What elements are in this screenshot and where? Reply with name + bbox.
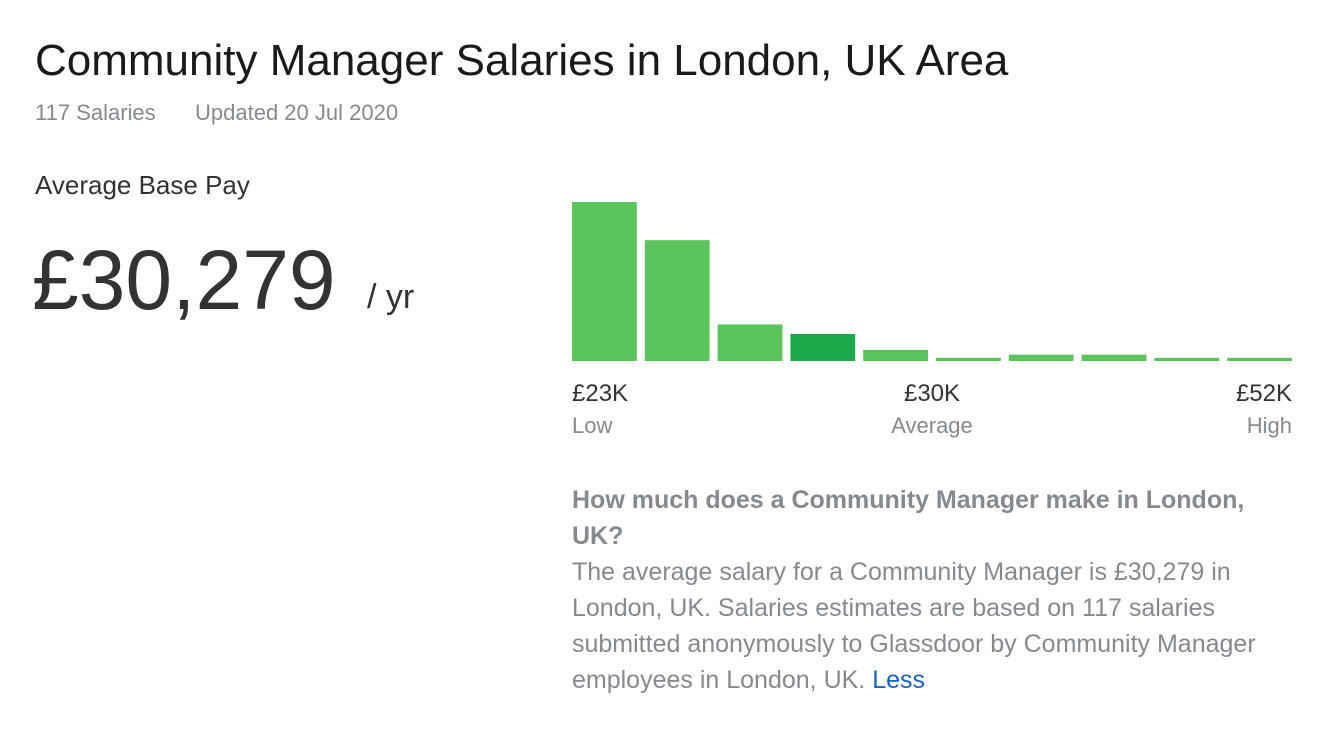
bar bbox=[863, 349, 928, 361]
description-text: The average salary for a Community Manag… bbox=[572, 558, 1256, 694]
low-value: £23K bbox=[572, 380, 629, 407]
bar bbox=[936, 357, 1001, 361]
bar bbox=[1008, 354, 1074, 361]
high-value: £52K bbox=[1235, 380, 1292, 407]
average-label: Average bbox=[891, 413, 973, 438]
bar bbox=[1227, 357, 1292, 361]
pay-label: Average Base Pay bbox=[35, 170, 250, 200]
pay-amount: £30,279 bbox=[32, 233, 336, 327]
bar bbox=[1081, 354, 1147, 361]
bar bbox=[644, 240, 710, 361]
high-label: High bbox=[1246, 413, 1292, 438]
description: How much does a Community Manager make i… bbox=[572, 482, 1302, 698]
description-heading: How much does a Community Manager make i… bbox=[572, 486, 1245, 550]
updated-date: Updated 20 Jul 2020 bbox=[195, 100, 399, 125]
less-link[interactable]: Less bbox=[872, 666, 926, 694]
bar bbox=[790, 333, 856, 361]
page-title: Community Manager Salaries in London, UK… bbox=[35, 36, 1009, 85]
average-value: £30K bbox=[903, 380, 961, 407]
bar bbox=[572, 202, 637, 361]
histogram bbox=[572, 202, 1292, 361]
bar bbox=[1154, 357, 1220, 361]
salary-count: 117 Salaries bbox=[35, 100, 156, 125]
bar bbox=[717, 324, 783, 361]
pay-unit: / yr bbox=[367, 278, 415, 316]
low-label: Low bbox=[572, 413, 613, 438]
